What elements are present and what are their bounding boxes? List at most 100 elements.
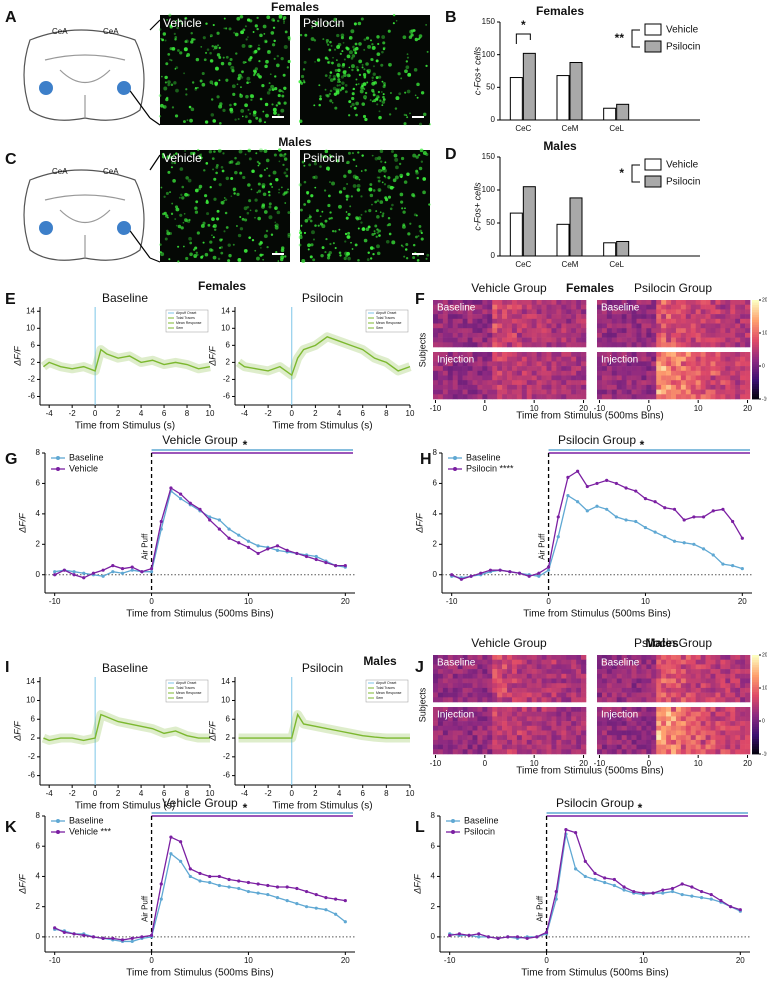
cell-dot [187, 220, 191, 224]
heat-cell [631, 361, 637, 367]
heat-cell [541, 366, 547, 372]
cell-dot [363, 75, 367, 78]
heat-cell [462, 721, 468, 727]
colorbar [752, 304, 759, 308]
cell-dot [327, 60, 331, 64]
heat-cell [497, 707, 503, 712]
heat-cell [636, 659, 642, 665]
cell-dot [338, 80, 341, 83]
heat-cell [675, 730, 682, 736]
heat-cell [656, 711, 662, 717]
data-point [448, 933, 452, 937]
cell-dot [194, 246, 198, 250]
heat-cell [521, 735, 528, 741]
heat-cell [442, 744, 449, 750]
heat-cell [521, 328, 528, 334]
heat-cell [541, 739, 547, 745]
cell-dot [175, 224, 178, 227]
heat-cell [666, 692, 672, 698]
cell-dot [284, 202, 287, 204]
cell-dot [345, 211, 348, 213]
heat-cell [675, 687, 682, 693]
heat-cell [606, 318, 613, 324]
colorbar [752, 746, 759, 750]
heat-cell [556, 389, 562, 395]
heat-cell [680, 673, 687, 679]
heat-cell [685, 375, 692, 381]
heat-cell [433, 337, 439, 343]
cell-dot [376, 228, 379, 231]
heat-cell [666, 356, 672, 362]
colorbar [752, 729, 759, 733]
heat-cell [526, 673, 533, 679]
heat-cell [675, 692, 682, 698]
cell-dot [377, 90, 381, 94]
heat-cell [621, 716, 627, 722]
heat-cell [457, 739, 463, 745]
cell-dot [175, 88, 179, 93]
heat-cell [452, 366, 458, 372]
heat-cell [452, 683, 458, 689]
heat-cell [661, 669, 667, 675]
data-point [314, 906, 318, 910]
heat-cell [700, 389, 706, 395]
heat-cell [507, 730, 513, 736]
heat-cell [546, 730, 552, 736]
heat-cell [606, 707, 613, 712]
heat-cell [521, 683, 528, 689]
heat-cell [561, 659, 567, 665]
heat-cell [700, 318, 706, 324]
heat-cell [700, 673, 706, 679]
heat-cell [482, 659, 488, 665]
heat-cell [626, 389, 632, 395]
legend-swatch [644, 23, 662, 36]
cell-dot [395, 96, 400, 101]
heat-cell [452, 389, 458, 395]
heat-cell [511, 735, 518, 741]
heat-cell [597, 711, 603, 717]
heat-cell [626, 318, 632, 324]
heat-cell [730, 673, 736, 679]
heat-cell [472, 725, 478, 731]
heat-cell [526, 337, 533, 343]
heat-cell [636, 342, 642, 348]
heat-cell [457, 337, 463, 343]
heat-cell [597, 328, 603, 334]
heat-cell [452, 394, 458, 400]
cell-dot [324, 74, 328, 77]
cell-dot [174, 114, 179, 118]
heat-cell [442, 673, 449, 679]
cell-dot [237, 76, 241, 81]
heat-cell [556, 664, 562, 670]
heat-cell [735, 664, 741, 670]
y-tick-label: -6 [28, 771, 36, 780]
heat-cell [472, 664, 478, 670]
heat-cell [646, 678, 652, 684]
heat-cell [671, 389, 677, 395]
cell-dot [273, 153, 277, 157]
heat-cell [581, 309, 587, 315]
heat-cell [507, 669, 513, 675]
heat-cell [482, 711, 488, 717]
heat-cell [641, 673, 647, 679]
cell-dot [211, 44, 214, 48]
row-label: Baseline [601, 658, 640, 669]
heat-cell [531, 707, 537, 712]
cell-dot [183, 212, 186, 215]
heat-cell [597, 664, 603, 670]
colorbar [752, 694, 759, 698]
heat-cell [467, 655, 473, 660]
heat-cell [526, 352, 533, 357]
heat-cell [433, 361, 439, 367]
legend-label: Total Traces [176, 316, 195, 320]
heat-cell [636, 332, 642, 338]
heat-cell [725, 749, 731, 755]
heat-cell [616, 683, 622, 689]
x-tick-label: 0 [483, 759, 488, 768]
heat-cell [502, 370, 508, 376]
heat-cell [526, 739, 533, 745]
heat-cell [507, 342, 513, 348]
cell-dot [287, 59, 291, 64]
cell-dot [268, 82, 271, 85]
heat-cell [536, 318, 542, 324]
